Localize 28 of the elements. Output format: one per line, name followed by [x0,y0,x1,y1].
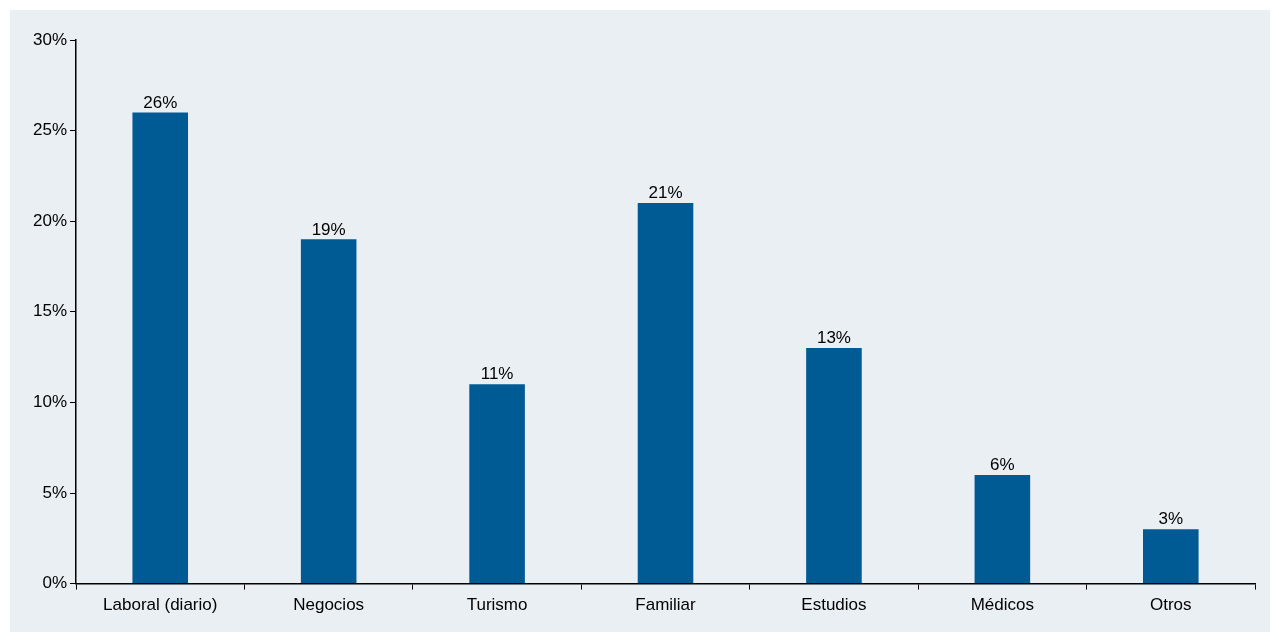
x-tick-label: Laboral (diario) [103,595,218,615]
x-tick-label: Estudios [801,595,867,615]
x-tick-label: Familiar [635,595,697,615]
y-tick-label: 10% [32,392,68,412]
y-tick-label: 15% [32,301,68,321]
y-tick-label: 30% [32,29,68,49]
y-tick-label: 25% [32,120,68,140]
data-label: 19% [311,219,346,239]
y-tick-label: 20% [32,210,68,230]
data-label: 21% [648,183,683,203]
data-label: 11% [480,364,514,384]
x-tick-label: Médicos [970,595,1035,615]
data-label: 3% [1158,509,1184,529]
bar [469,384,525,584]
y-tick-label: 5% [42,482,68,502]
y-tick-label: 0% [42,573,68,593]
bar [132,112,189,584]
bar [1143,529,1199,584]
bar [300,239,357,584]
x-tick-label: Negocios [293,595,365,615]
data-label: 6% [990,455,1015,475]
x-tick-label: Otros [1150,595,1192,615]
x-tick-label: Turismo [466,595,528,615]
data-label: 26% [143,92,178,112]
bar [637,203,694,584]
bar [806,348,862,584]
data-label: 13% [816,328,851,348]
bar [974,474,1031,584]
